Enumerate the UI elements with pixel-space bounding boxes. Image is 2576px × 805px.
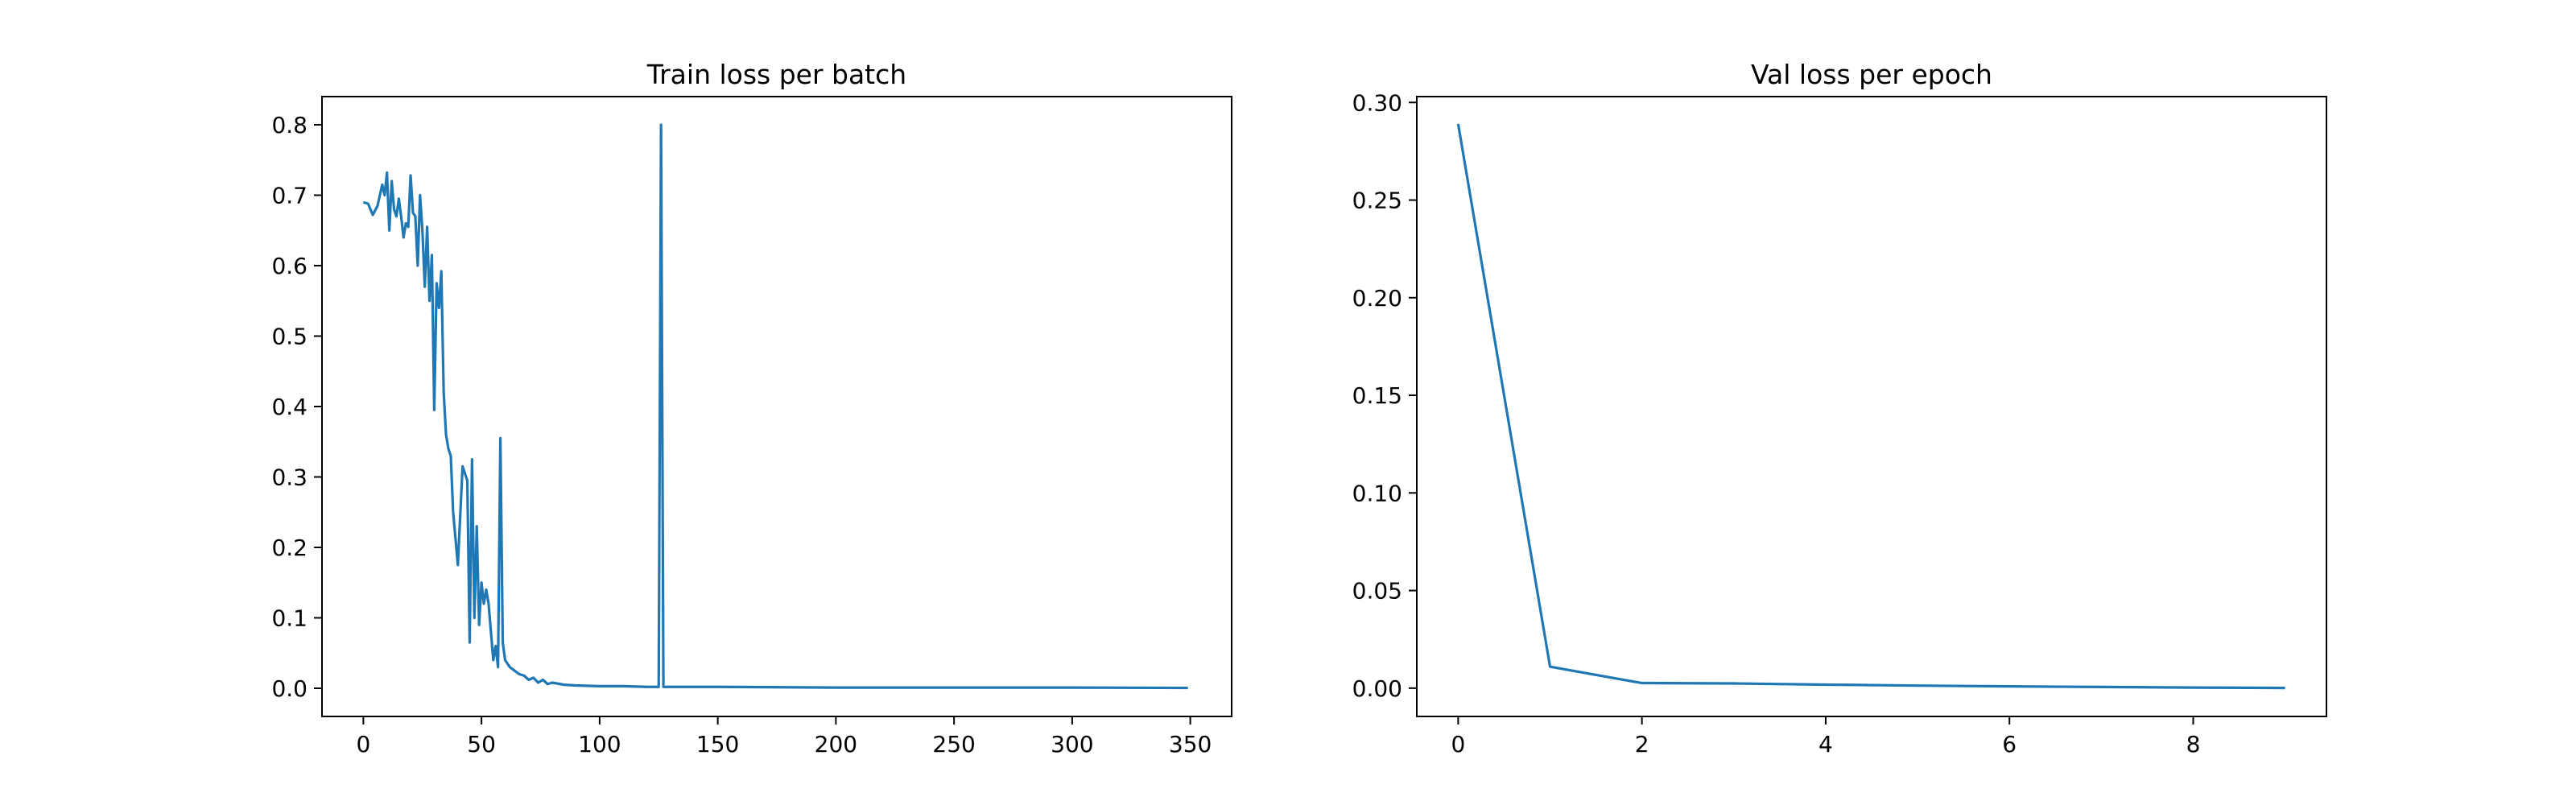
train-y-tick-label: 0.0 bbox=[271, 675, 308, 702]
train-y-tick-label: 0.6 bbox=[271, 253, 308, 279]
val-y-tick-label: 0.30 bbox=[1352, 89, 1402, 116]
val-x-tick-label: 2 bbox=[1635, 731, 1649, 758]
train-y-tick-label: 0.7 bbox=[271, 183, 308, 209]
val-chart: 0 2 4 6 8 0.00 0.05 0.10 0.15 0.20 0.25 0.30 Val los… bbox=[1352, 59, 2327, 758]
train-x-tick-label: 50 bbox=[467, 731, 496, 758]
train-x-tick-label: 250 bbox=[932, 731, 975, 758]
train-y-tick-label: 0.2 bbox=[271, 535, 308, 561]
train-y-tick-label: 0.8 bbox=[271, 112, 308, 138]
val-y-tick-label: 0.20 bbox=[1352, 285, 1402, 312]
val-y-tick-label: 0.00 bbox=[1352, 675, 1402, 702]
train-y-tick-label: 0.4 bbox=[271, 394, 308, 420]
val-axes-frame bbox=[1416, 96, 2327, 717]
train-x-tick-label: 100 bbox=[578, 731, 621, 758]
train-chart-title: Train loss per batch bbox=[646, 59, 906, 90]
train-x-tick-label: 350 bbox=[1169, 731, 1212, 758]
val-y-tick-label: 0.10 bbox=[1352, 480, 1402, 506]
val-chart-title: Val loss per epoch bbox=[1751, 59, 1992, 90]
val-y-tick-label: 0.05 bbox=[1352, 578, 1402, 605]
train-y-tick-label: 0.5 bbox=[271, 324, 308, 350]
val-y-tick-label: 0.15 bbox=[1352, 382, 1402, 409]
val-x-tick-label: 0 bbox=[1451, 731, 1465, 758]
train-y-tick-label: 0.1 bbox=[271, 605, 308, 632]
val-y-tick-label: 0.25 bbox=[1352, 188, 1402, 214]
val-loss-line bbox=[1456, 123, 2285, 690]
train-x-tick-label: 0 bbox=[356, 731, 370, 758]
val-x-tick-label: 4 bbox=[1818, 731, 1833, 758]
train-x-tick-label: 150 bbox=[696, 731, 739, 758]
val-x-tick-label: 8 bbox=[2186, 731, 2201, 758]
train-x-tick-label: 300 bbox=[1051, 731, 1093, 758]
train-loss-line bbox=[362, 123, 1188, 690]
train-y-tick-label: 0.3 bbox=[271, 464, 308, 491]
val-x-tick-label: 6 bbox=[2002, 731, 2017, 758]
train-x-tick-label: 200 bbox=[815, 731, 857, 758]
train-chart: 0 50 100 150 200 250 300 350 0.0 0.1 0.2 0.3 0.4 0.5 0… bbox=[271, 59, 1232, 758]
